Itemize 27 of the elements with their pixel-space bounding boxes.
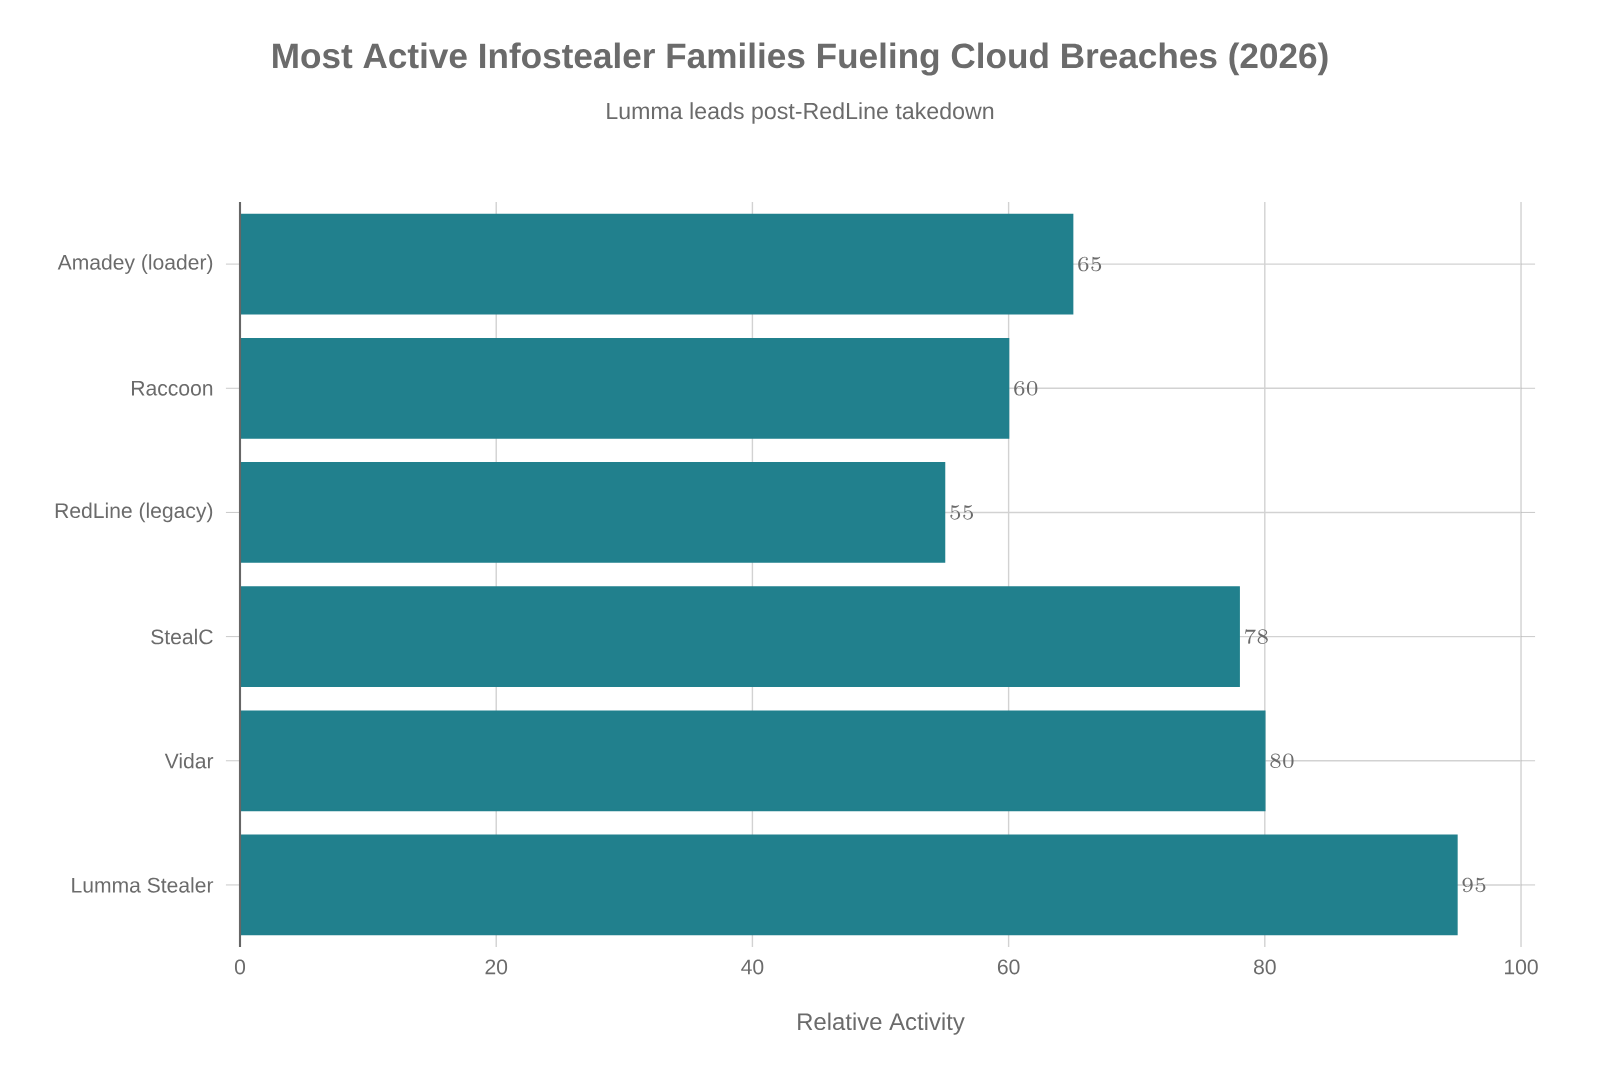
x-tick-label: 20: [485, 959, 508, 975]
x-tick-label: 100: [1505, 959, 1538, 975]
bar: [239, 710, 1266, 812]
data-label: 60: [1014, 381, 1038, 396]
x-axis-title: Relative Activity: [798, 1012, 965, 1035]
data-label: 95: [1462, 877, 1486, 893]
bar: [239, 462, 946, 563]
data-label: 55: [950, 505, 974, 520]
chart-title: Most Active Infostealer Families Fueling Cloud Breaches (2026): [273, 42, 1328, 76]
y-tick-label: Amadey (loader): [57, 254, 213, 274]
data-label: 80: [1270, 753, 1294, 769]
y-tick-label: Vidar: [164, 752, 214, 769]
data-label: 65: [1078, 256, 1102, 272]
y-tick-label: RedLine (legacy): [55, 502, 213, 523]
x-tick-label: 40: [741, 959, 764, 975]
bar: [239, 586, 1240, 687]
x-tick-label: 60: [997, 959, 1020, 975]
bar: [239, 213, 1074, 315]
chart-subtitle: Lumma leads post-RedLine takedown: [607, 102, 994, 124]
x-tick-label: 80: [1254, 959, 1276, 975]
y-tick-label: Raccoon: [132, 380, 213, 396]
bar: [239, 337, 1010, 439]
y-tick-label: Lumma Stealer: [72, 877, 214, 893]
data-label: 78: [1245, 629, 1268, 644]
y-tick-label: StealC: [151, 628, 213, 645]
x-tick-label: 0: [234, 959, 246, 975]
bar: [239, 834, 1458, 936]
